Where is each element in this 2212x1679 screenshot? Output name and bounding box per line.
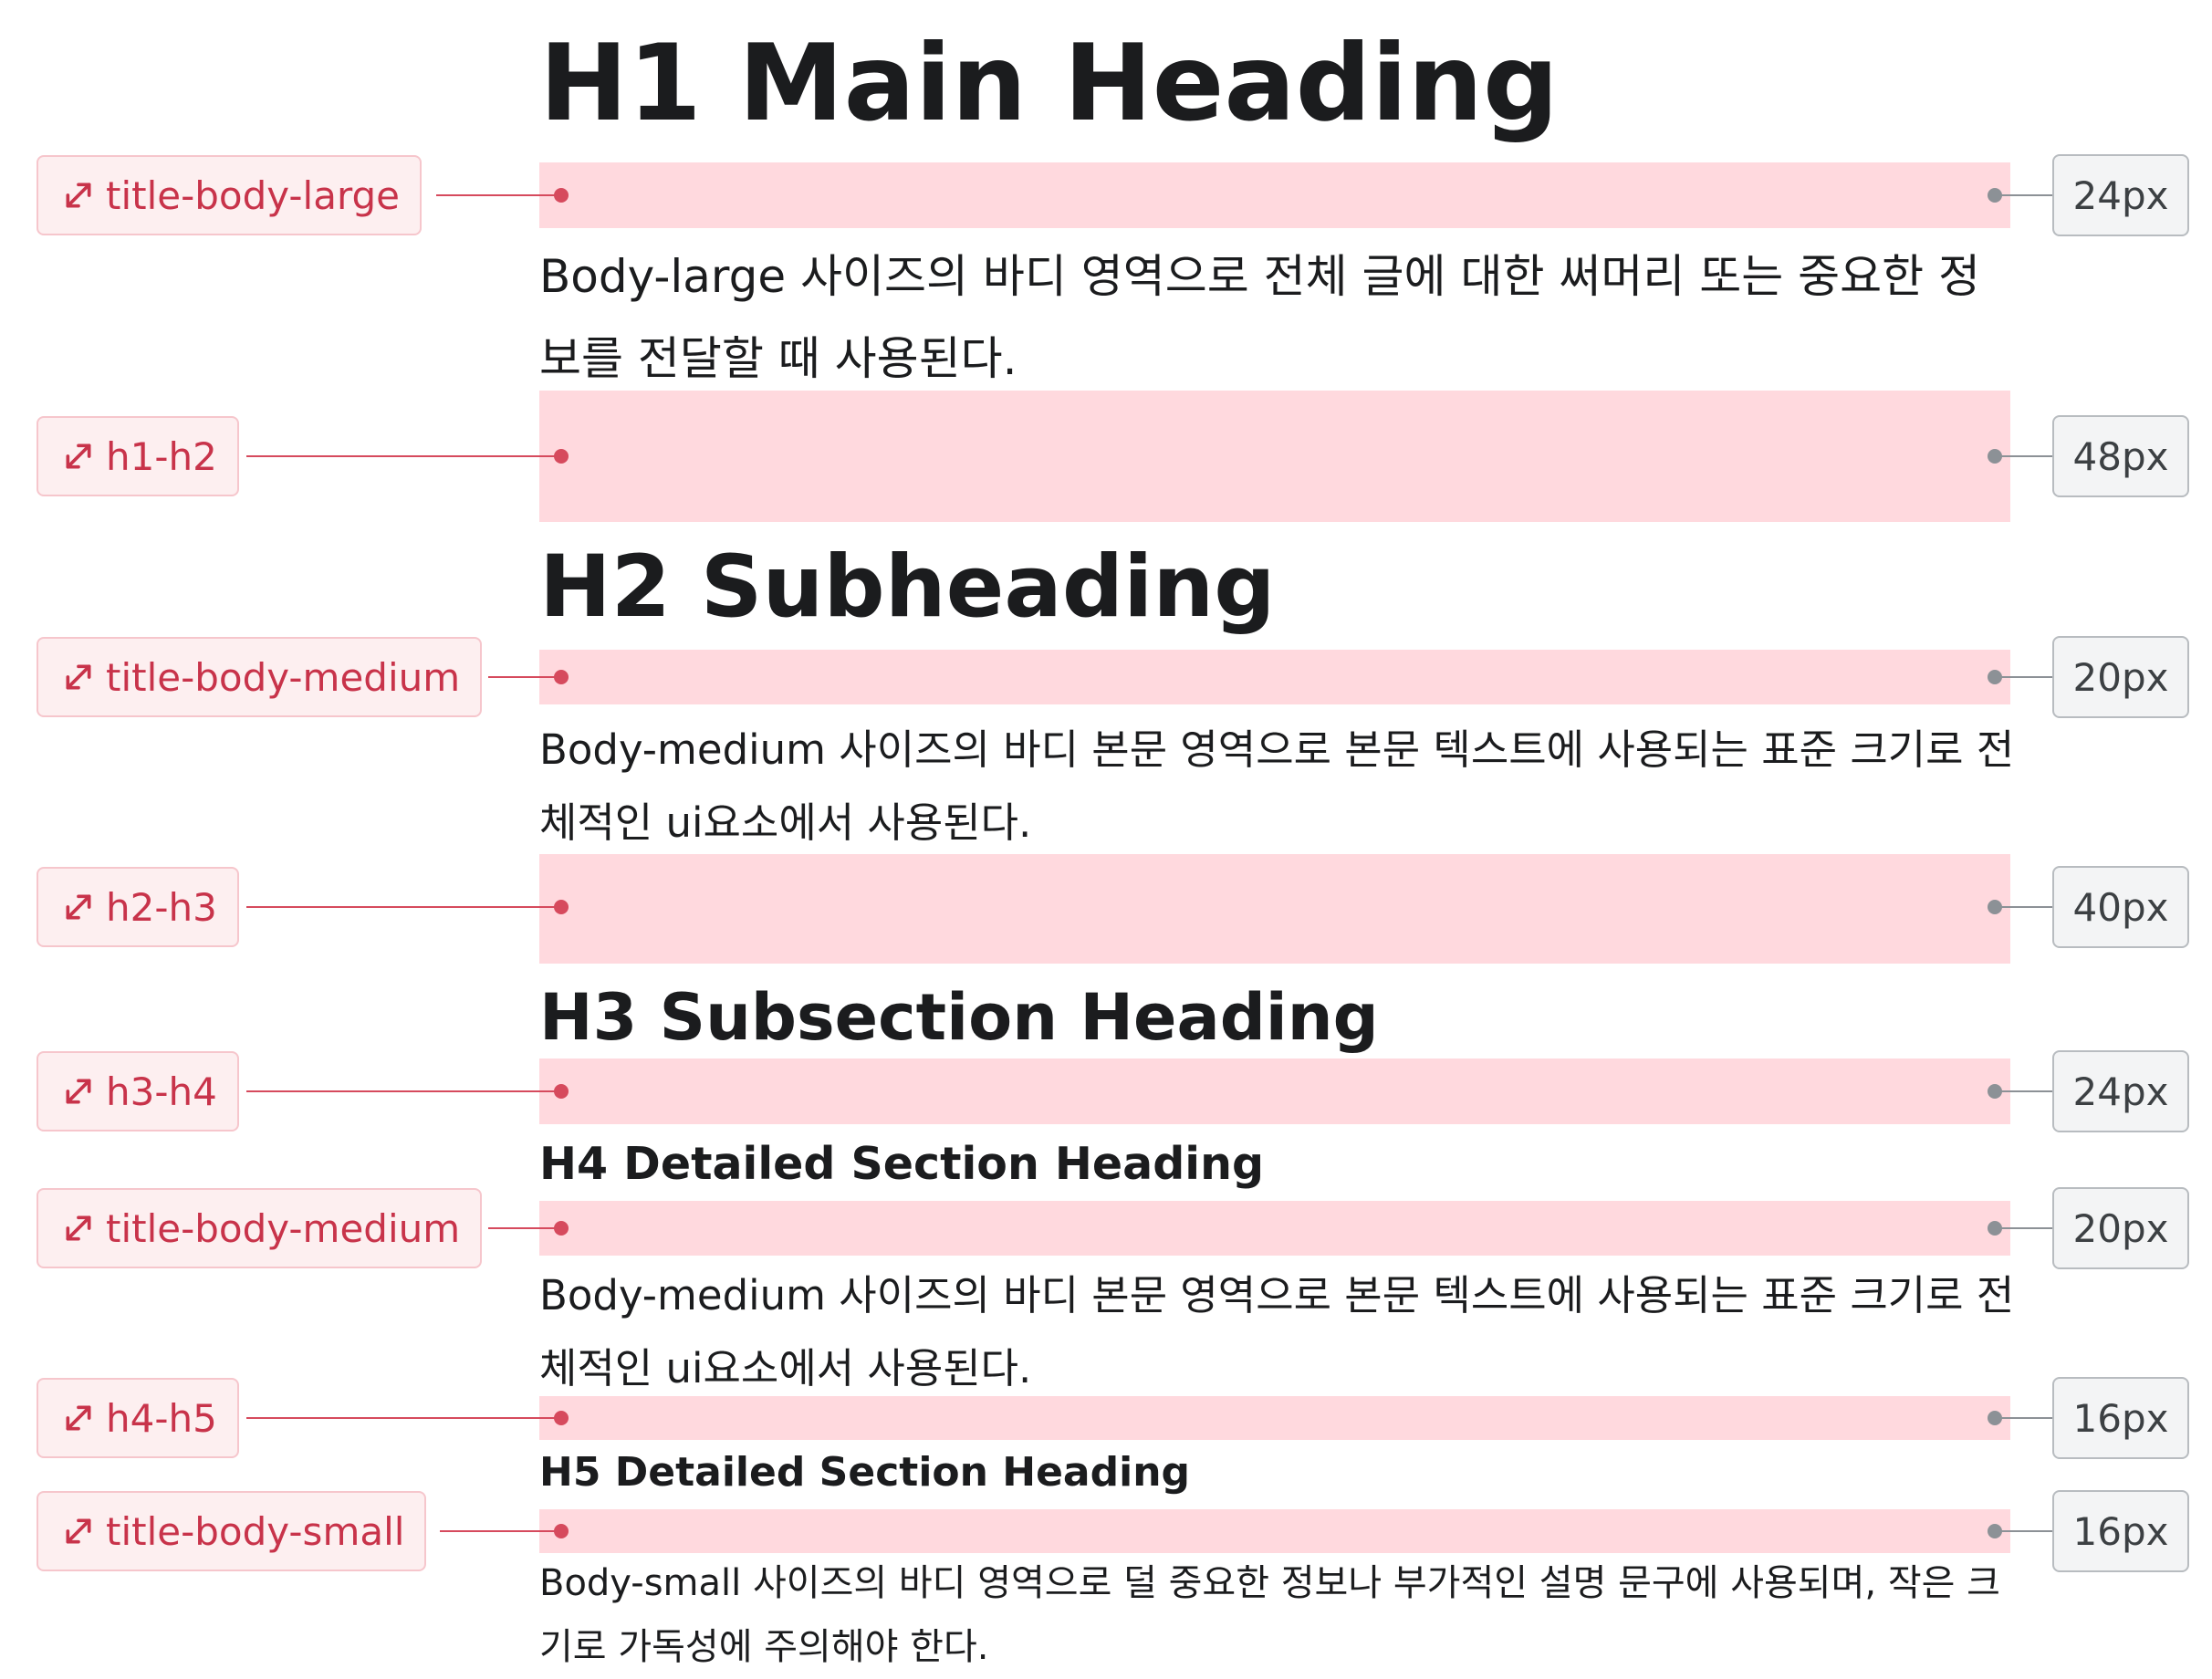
spacing-value-badge: 20px [2052, 636, 2189, 718]
connector-dot [554, 188, 569, 203]
body-large-text: Body-large 사이즈의 바디 영역으로 전체 글에 대한 써머리 또는 … [539, 250, 1981, 385]
connector-line [1995, 1227, 2053, 1229]
spacing-tag: h1-h2 [37, 416, 239, 496]
body-small-text: Body-small 사이즈의 바디 영역으로 덜 중요한 정보나 부가적인 설… [539, 1562, 2000, 1668]
h4-heading: H4 Detailed Section Heading [539, 1138, 1265, 1190]
spacing-tag-label: title-body-medium [106, 1205, 461, 1251]
spacing-tag-label: h1-h2 [106, 433, 217, 479]
spacing-value-badge: 48px [2052, 415, 2189, 497]
resize-diagonal-icon [66, 443, 91, 469]
h2-heading: H2 Subheading [539, 537, 1276, 637]
resize-diagonal-icon [66, 182, 91, 208]
connector-dot [554, 1084, 569, 1099]
connector-dot [554, 1524, 569, 1538]
connector-dot [554, 900, 569, 914]
connector-line [1995, 1530, 2053, 1532]
spacing-tag: h3-h4 [37, 1051, 239, 1132]
resize-diagonal-icon [66, 1079, 91, 1104]
h1-heading: H1 Main Heading [539, 22, 1560, 145]
spacing-tag: h4-h5 [37, 1378, 239, 1458]
resize-diagonal-icon [66, 664, 91, 690]
spacing-band-title-body-small [539, 1509, 2010, 1553]
spacing-tag: title-body-medium [37, 637, 483, 717]
body-medium-text-1: Body-medium 사이즈의 바디 본문 영역으로 본문 텍스트에 사용되는… [539, 725, 2015, 847]
spacing-band-h2-h3 [539, 854, 2010, 964]
spacing-band-h1-h2 [539, 391, 2010, 522]
spacing-tag-label: title-body-medium [106, 654, 461, 700]
connector-line [1995, 906, 2053, 908]
spacing-band-title-body-medium-2 [539, 1201, 2010, 1256]
spacing-tag: title-body-large [37, 155, 422, 235]
spacing-band-title-body-large [539, 162, 2010, 228]
connector-line [1995, 676, 2053, 678]
spacing-value-badge: 16px [2052, 1377, 2189, 1459]
spacing-tag: title-body-medium [37, 1188, 483, 1268]
connector-dot [554, 1411, 569, 1425]
spacing-tag-label: title-body-large [106, 172, 400, 218]
connector-line [440, 1530, 561, 1532]
connector-line [246, 1090, 561, 1092]
spacing-value-badge: 24px [2052, 154, 2189, 236]
resize-diagonal-icon [66, 1518, 91, 1544]
connector-line [488, 676, 561, 678]
spacing-band-h3-h4 [539, 1058, 2010, 1124]
spacing-tag: h2-h3 [37, 867, 239, 947]
connector-line [246, 1417, 561, 1419]
spacing-band-h4-h5 [539, 1396, 2010, 1440]
connector-dot [554, 1221, 569, 1236]
spacing-value-badge: 16px [2052, 1490, 2189, 1572]
spacing-value-badge: 40px [2052, 866, 2189, 948]
connector-line [1995, 1417, 2053, 1419]
h5-heading: H5 Detailed Section Heading [539, 1449, 1191, 1496]
spacing-value-badge: 20px [2052, 1187, 2189, 1269]
spacing-tag-label: h3-h4 [106, 1069, 217, 1114]
connector-dot [554, 449, 569, 464]
connector-line [436, 194, 561, 196]
spacing-value-badge: 24px [2052, 1050, 2189, 1132]
spacing-tag-label: h4-h5 [106, 1395, 217, 1441]
connector-dot [554, 670, 569, 684]
spacing-tag-label: title-body-small [106, 1508, 405, 1554]
body-medium-text-2: Body-medium 사이즈의 바디 본문 영역으로 본문 텍스트에 사용되는… [539, 1271, 2015, 1392]
spacing-band-title-body-medium [539, 650, 2010, 704]
connector-line [246, 455, 561, 457]
resize-diagonal-icon [66, 1405, 91, 1431]
resize-diagonal-icon [66, 894, 91, 920]
connector-line [1995, 194, 2053, 196]
resize-diagonal-icon [66, 1215, 91, 1241]
connector-line [1995, 1090, 2053, 1092]
connector-line [1995, 455, 2053, 457]
connector-line [488, 1227, 561, 1229]
spacing-tag-label: h2-h3 [106, 884, 217, 930]
h3-heading: H3 Subsection Heading [539, 980, 1379, 1055]
connector-line [246, 906, 561, 908]
spacing-tag: title-body-small [37, 1491, 427, 1571]
